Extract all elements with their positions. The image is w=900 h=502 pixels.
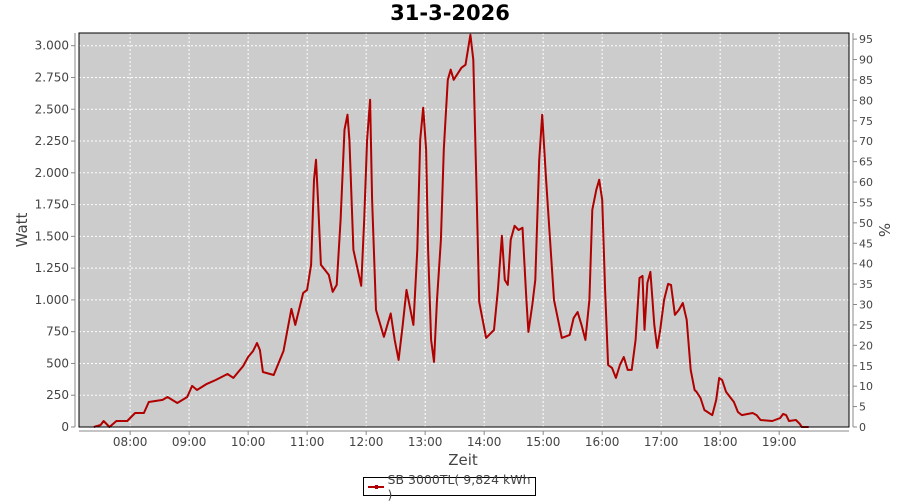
y-tick-label: 2.750 xyxy=(35,70,69,84)
y2-tick-label: 50 xyxy=(859,217,873,230)
axes: 02505007501.0001.2501.5001.7502.0002.250… xyxy=(35,33,873,449)
y-tick-label: 1.000 xyxy=(35,293,69,307)
y-tick-label: 1.250 xyxy=(35,261,69,275)
y2-tick-label: 80 xyxy=(859,94,873,107)
x-tick-label: 12:00 xyxy=(349,435,384,449)
y2-tick-label: 85 xyxy=(859,74,873,87)
x-tick-label: 13:00 xyxy=(408,435,443,449)
y2-tick-label: 55 xyxy=(859,196,873,209)
y2-tick-label: 30 xyxy=(859,299,873,312)
chart-title: 31-3-2026 xyxy=(390,1,510,25)
y-tick-label: 0 xyxy=(61,420,69,434)
y2-tick-label: 35 xyxy=(859,278,873,291)
y2-tick-label: 25 xyxy=(859,319,873,332)
x-tick-label: 10:00 xyxy=(231,435,266,449)
y-tick-label: 2.000 xyxy=(35,166,69,180)
x-tick-label: 16:00 xyxy=(585,435,620,449)
y2-tick-label: 5 xyxy=(859,401,866,414)
y2-tick-label: 20 xyxy=(859,339,873,352)
y-tick-label: 1.750 xyxy=(35,198,69,212)
y2-tick-label: 75 xyxy=(859,115,873,128)
legend-label: SB 3000TL( 9,824 kWh ) xyxy=(387,471,531,502)
y2-tick-label: 40 xyxy=(859,258,873,271)
y-tick-label: 250 xyxy=(46,388,69,402)
x-tick-label: 11:00 xyxy=(290,435,325,449)
y2-tick-label: 0 xyxy=(859,421,866,434)
y2-tick-label: 60 xyxy=(859,176,873,189)
x-tick-label: 18:00 xyxy=(703,435,738,449)
y-tick-label: 3.000 xyxy=(35,39,69,53)
x-tick-label: 08:00 xyxy=(113,435,148,449)
x-tick-label: 19:00 xyxy=(762,435,797,449)
y-tick-label: 2.500 xyxy=(35,102,69,116)
y2-tick-label: 15 xyxy=(859,360,873,373)
y2-tick-label: 95 xyxy=(859,33,873,46)
x-tick-label: 14:00 xyxy=(467,435,502,449)
y2-tick-label: 90 xyxy=(859,54,873,67)
y2-tick-label: 45 xyxy=(859,237,873,250)
y-axis-label: Watt xyxy=(13,212,31,247)
grid xyxy=(79,33,849,427)
y2-axis-label: % xyxy=(875,223,893,237)
series-line xyxy=(93,33,809,428)
y-tick-label: 500 xyxy=(46,356,69,370)
plot-area xyxy=(79,33,849,427)
y2-tick-label: 65 xyxy=(859,156,873,169)
y2-tick-label: 70 xyxy=(859,135,873,148)
y-tick-label: 2.250 xyxy=(35,134,69,148)
x-axis-label: Zeit xyxy=(448,451,478,469)
x-tick-label: 15:00 xyxy=(526,435,561,449)
legend-line-icon xyxy=(368,484,384,489)
y-tick-label: 750 xyxy=(46,325,69,339)
x-tick-label: 17:00 xyxy=(644,435,679,449)
plot-border xyxy=(78,32,850,428)
y-tick-label: 1.500 xyxy=(35,229,69,243)
y2-tick-label: 10 xyxy=(859,380,873,393)
x-tick-label: 09:00 xyxy=(172,435,207,449)
legend: SB 3000TL( 9,824 kWh ) xyxy=(363,472,536,502)
